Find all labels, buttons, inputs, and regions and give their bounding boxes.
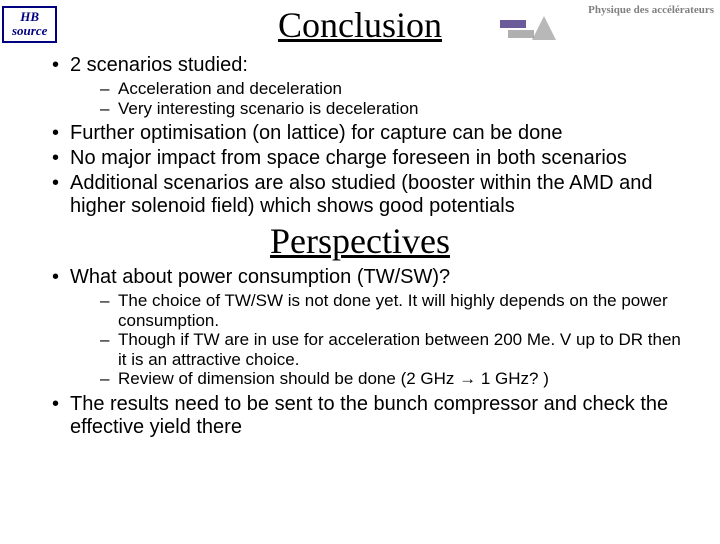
sub-bullet-item: Review of dimension should be done (2 GH…: [100, 369, 692, 389]
content-block-1: 2 scenarios studied: Acceleration and de…: [0, 54, 720, 218]
hb-source-line2: source: [12, 24, 47, 38]
bullet-item: Further optimisation (on lattice) for ca…: [52, 122, 692, 145]
sub-bullet-item: Very interesting scenario is deceleratio…: [100, 99, 692, 119]
bullet-item: Additional scenarios are also studied (b…: [52, 172, 692, 218]
logo-triangle-icon: [532, 16, 556, 40]
sub-bullet-item: Though if TW are in use for acceleration…: [100, 330, 692, 369]
content-block-2: What about power consumption (TW/SW)? Th…: [0, 266, 720, 439]
sub-bullet-item: Acceleration and deceleration: [100, 79, 692, 99]
sub-bullet-item: The choice of TW/SW is not done yet. It …: [100, 291, 692, 330]
title-perspectives: Perspectives: [0, 220, 720, 262]
bullet-item: No major impact from space charge forese…: [52, 147, 692, 170]
bullet-text: What about power consumption (TW/SW)?: [70, 266, 450, 288]
logo-bar-icon: [500, 20, 526, 28]
bullet-text: 2 scenarios studied:: [70, 54, 248, 76]
bullet-item: 2 scenarios studied: Acceleration and de…: [52, 54, 692, 118]
bullet-item: What about power consumption (TW/SW)? Th…: [52, 266, 692, 389]
lal-logo: [500, 16, 560, 48]
logo-bar-icon: [508, 30, 534, 38]
header-right-text: Physique des accélérateurs: [588, 4, 714, 16]
hb-source-line1: HB: [12, 10, 47, 24]
bullet-item: The results need to be sent to the bunch…: [52, 393, 692, 439]
hb-source-box: HB source: [2, 6, 57, 43]
